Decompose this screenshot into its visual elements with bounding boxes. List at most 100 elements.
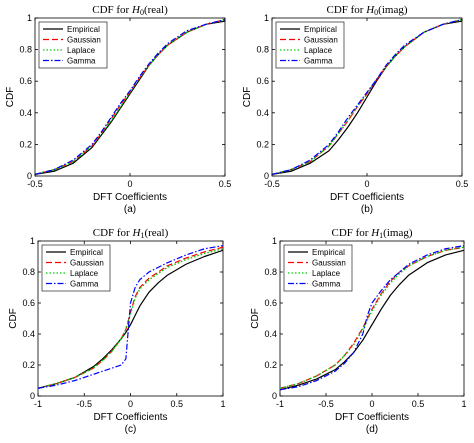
y-axis-label: CDF: [8, 308, 19, 329]
y-tick-label: 1: [30, 236, 35, 246]
x-axis-label: DFT Coefficients: [330, 192, 404, 203]
x-axis-label: DFT Coefficients: [93, 412, 167, 423]
legend-label-empirical: Empirical: [304, 25, 337, 34]
series-line-laplace: [280, 246, 464, 389]
y-axis-label: CDF: [250, 308, 261, 329]
series-line-gamma: [280, 245, 464, 391]
legend-label-gaussian: Gaussian: [312, 259, 346, 268]
title-subscript: 0: [140, 8, 144, 17]
y-tick-label: 0.4: [264, 329, 277, 339]
title-suffix: (imag): [383, 227, 413, 239]
y-tick-label: 0: [264, 171, 269, 181]
y-tick-label: 1: [264, 13, 269, 23]
legend-label-laplace: Laplace: [304, 46, 333, 55]
title-subscript: 1: [140, 231, 144, 240]
series-group: [38, 245, 223, 389]
y-tick-label: 0.6: [256, 76, 269, 86]
panel-title: CDF for H0(imag): [326, 4, 407, 17]
x-tick-label: 1: [220, 399, 225, 409]
legend-label-empirical: Empirical: [312, 248, 345, 257]
legend-label-laplace: Laplace: [70, 269, 99, 278]
y-tick-label: 0.6: [264, 298, 277, 308]
y-tick-label: 0.2: [22, 360, 35, 370]
title-variable: H: [131, 227, 141, 239]
legend-box: [275, 21, 345, 69]
series-line-gamma: [35, 18, 225, 176]
legend-label-laplace: Laplace: [312, 269, 341, 278]
x-axis-label: DFT Coefficients: [335, 412, 409, 423]
chart-panel-4: -1 -0.5 0 0.5 1 0 0.2 0.4 0.6 0.8 1 DFT Coefficient…: [250, 227, 467, 435]
legend-label-laplace: Laplace: [67, 46, 96, 55]
y-tick-label: 0.6: [19, 76, 32, 86]
x-tick-label: -0.5: [264, 179, 280, 189]
title-subscript: 0: [374, 8, 378, 17]
title-suffix: (real): [144, 4, 168, 16]
title-prefix: CDF for: [92, 4, 132, 16]
y-tick-label: 0.2: [256, 139, 269, 149]
x-tick-label: -1: [276, 399, 284, 409]
sub-caption: (a): [124, 204, 136, 215]
x-tick-label: -0.5: [318, 399, 334, 409]
legend-box: [41, 244, 111, 292]
legend-box: [283, 244, 353, 292]
y-tick-label: 0.8: [256, 45, 269, 55]
x-tick-label: 0: [369, 399, 374, 409]
series-line-gamma: [272, 18, 462, 176]
title-suffix: (real): [144, 227, 168, 239]
y-tick-label: 0.4: [256, 108, 269, 118]
series-group: [280, 245, 464, 391]
legend-label-empirical: Empirical: [67, 25, 100, 34]
series-line-empirical: [280, 249, 464, 391]
x-tick-label: 1: [461, 399, 466, 409]
title-suffix: (imag): [378, 4, 408, 16]
legend-label-gamma: Gamma: [67, 57, 96, 66]
series-line-gaussian: [272, 18, 462, 176]
series-group: [35, 18, 225, 176]
title-variable: H: [365, 4, 375, 16]
y-tick-label: 0.6: [22, 298, 35, 308]
title-prefix: CDF for: [93, 227, 133, 239]
y-tick-label: 0.4: [19, 108, 32, 118]
y-tick-label: 0.4: [22, 329, 35, 339]
y-tick-label: 0.8: [22, 267, 35, 277]
y-tick-label: 0.8: [264, 267, 277, 277]
y-axis-label: CDF: [242, 87, 253, 108]
x-tick-label: -0.5: [76, 399, 92, 409]
x-axis-label: DFT Coefficients: [93, 192, 167, 203]
x-tick-label: 0.5: [456, 179, 469, 189]
series-line-laplace: [35, 18, 225, 176]
series-group: [272, 18, 462, 176]
series-line-laplace: [38, 248, 223, 389]
series-line-empirical: [272, 20, 462, 176]
x-tick-label: 0.5: [170, 399, 183, 409]
sub-caption: (c): [125, 424, 137, 435]
y-axis-label: CDF: [5, 87, 16, 108]
panel-title: CDF for H1(imag): [331, 227, 412, 240]
y-tick-label: 1: [27, 13, 32, 23]
x-tick-label: 0: [128, 399, 133, 409]
x-tick-label: 0: [364, 179, 369, 189]
legend-label-gaussian: Gaussian: [70, 259, 104, 268]
title-variable: H: [370, 227, 380, 239]
panel-title: CDF for H1(real): [93, 227, 169, 240]
y-tick-label: 0.2: [264, 360, 277, 370]
y-tick-label: 0.2: [19, 139, 32, 149]
legend-label-gaussian: Gaussian: [304, 36, 338, 45]
x-tick-label: 0.5: [219, 179, 232, 189]
x-tick-label: -1: [34, 399, 42, 409]
chart-panel-3: -1 -0.5 0 0.5 1 0 0.2 0.4 0.6 0.8 1 DFT Coefficient…: [8, 227, 226, 435]
y-tick-label: 1: [272, 236, 277, 246]
y-tick-label: 0: [30, 391, 35, 401]
series-line-gamma: [38, 245, 223, 389]
legend-label-gamma: Gamma: [304, 57, 333, 66]
legend-label-gamma: Gamma: [312, 280, 341, 289]
x-tick-label: 0.5: [412, 399, 425, 409]
legend-label-empirical: Empirical: [70, 248, 103, 257]
title-prefix: CDF for: [326, 4, 366, 16]
title-variable: H: [131, 4, 141, 16]
